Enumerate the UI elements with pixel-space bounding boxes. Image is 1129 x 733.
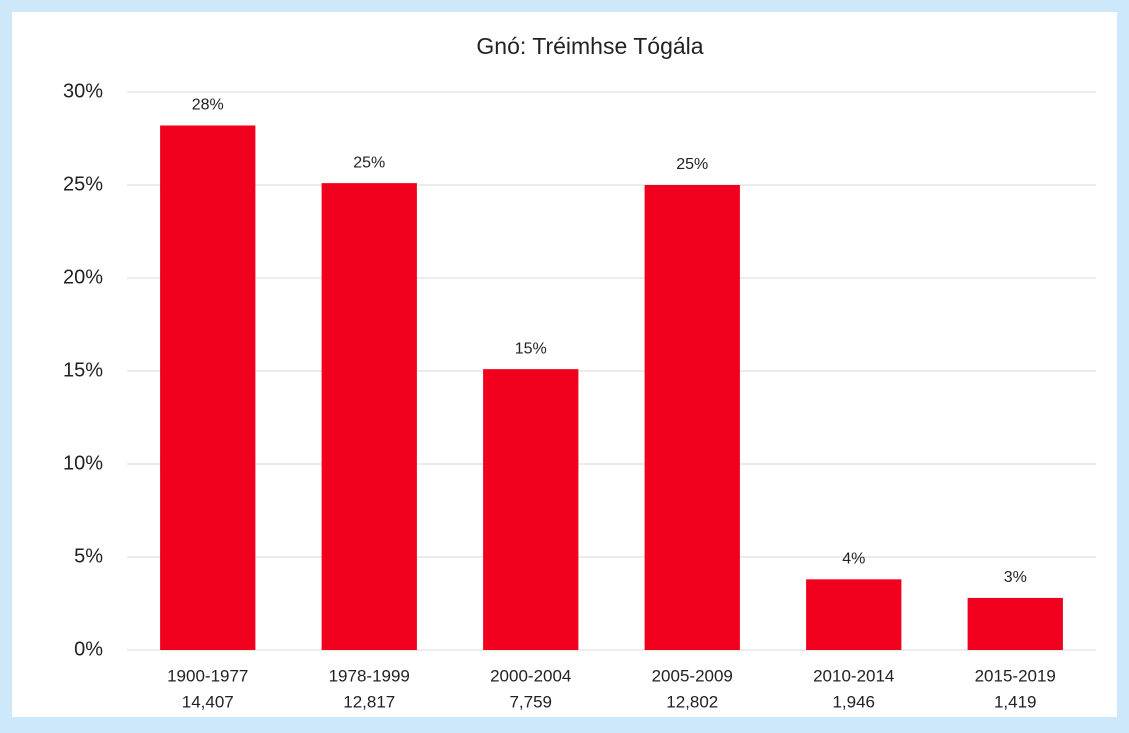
y-tick-label: 15% <box>63 359 103 381</box>
bar <box>806 579 902 650</box>
y-tick-label: 20% <box>63 266 103 288</box>
y-tick-label: 30% <box>63 80 103 102</box>
y-tick-label: 25% <box>63 173 103 195</box>
value-label: 25% <box>353 154 385 171</box>
value-label: 28% <box>192 97 224 114</box>
x-tick-count: 1,946 <box>832 692 875 711</box>
bar <box>483 369 579 650</box>
x-tick-label: 1978-1999 <box>329 666 410 685</box>
y-tick-label: 0% <box>74 638 103 660</box>
x-tick-count: 7,759 <box>509 692 552 711</box>
value-label: 25% <box>676 156 708 173</box>
x-tick-count: 14,407 <box>182 692 234 711</box>
x-tick-label: 2010-2014 <box>813 666 894 685</box>
value-label: 4% <box>842 551 865 568</box>
chart-title: Gnó: Tréimhse Tógála <box>476 33 703 59</box>
value-label: 15% <box>515 340 547 357</box>
value-label: 3% <box>1004 569 1027 586</box>
x-tick-label: 2015-2019 <box>975 666 1056 685</box>
x-tick-label: 2005-2009 <box>652 666 733 685</box>
x-tick-label: 2000-2004 <box>490 666 571 685</box>
bar <box>160 125 256 651</box>
bar <box>967 597 1063 650</box>
x-tick-count: 12,802 <box>666 692 718 711</box>
y-tick-label: 10% <box>63 452 103 474</box>
x-tick-label: 1900-1977 <box>167 666 248 685</box>
y-tick-label: 5% <box>74 545 103 567</box>
bar <box>644 185 740 650</box>
x-tick-count: 12,817 <box>343 692 395 711</box>
bar <box>321 183 417 650</box>
x-tick-count: 1,419 <box>994 692 1037 711</box>
